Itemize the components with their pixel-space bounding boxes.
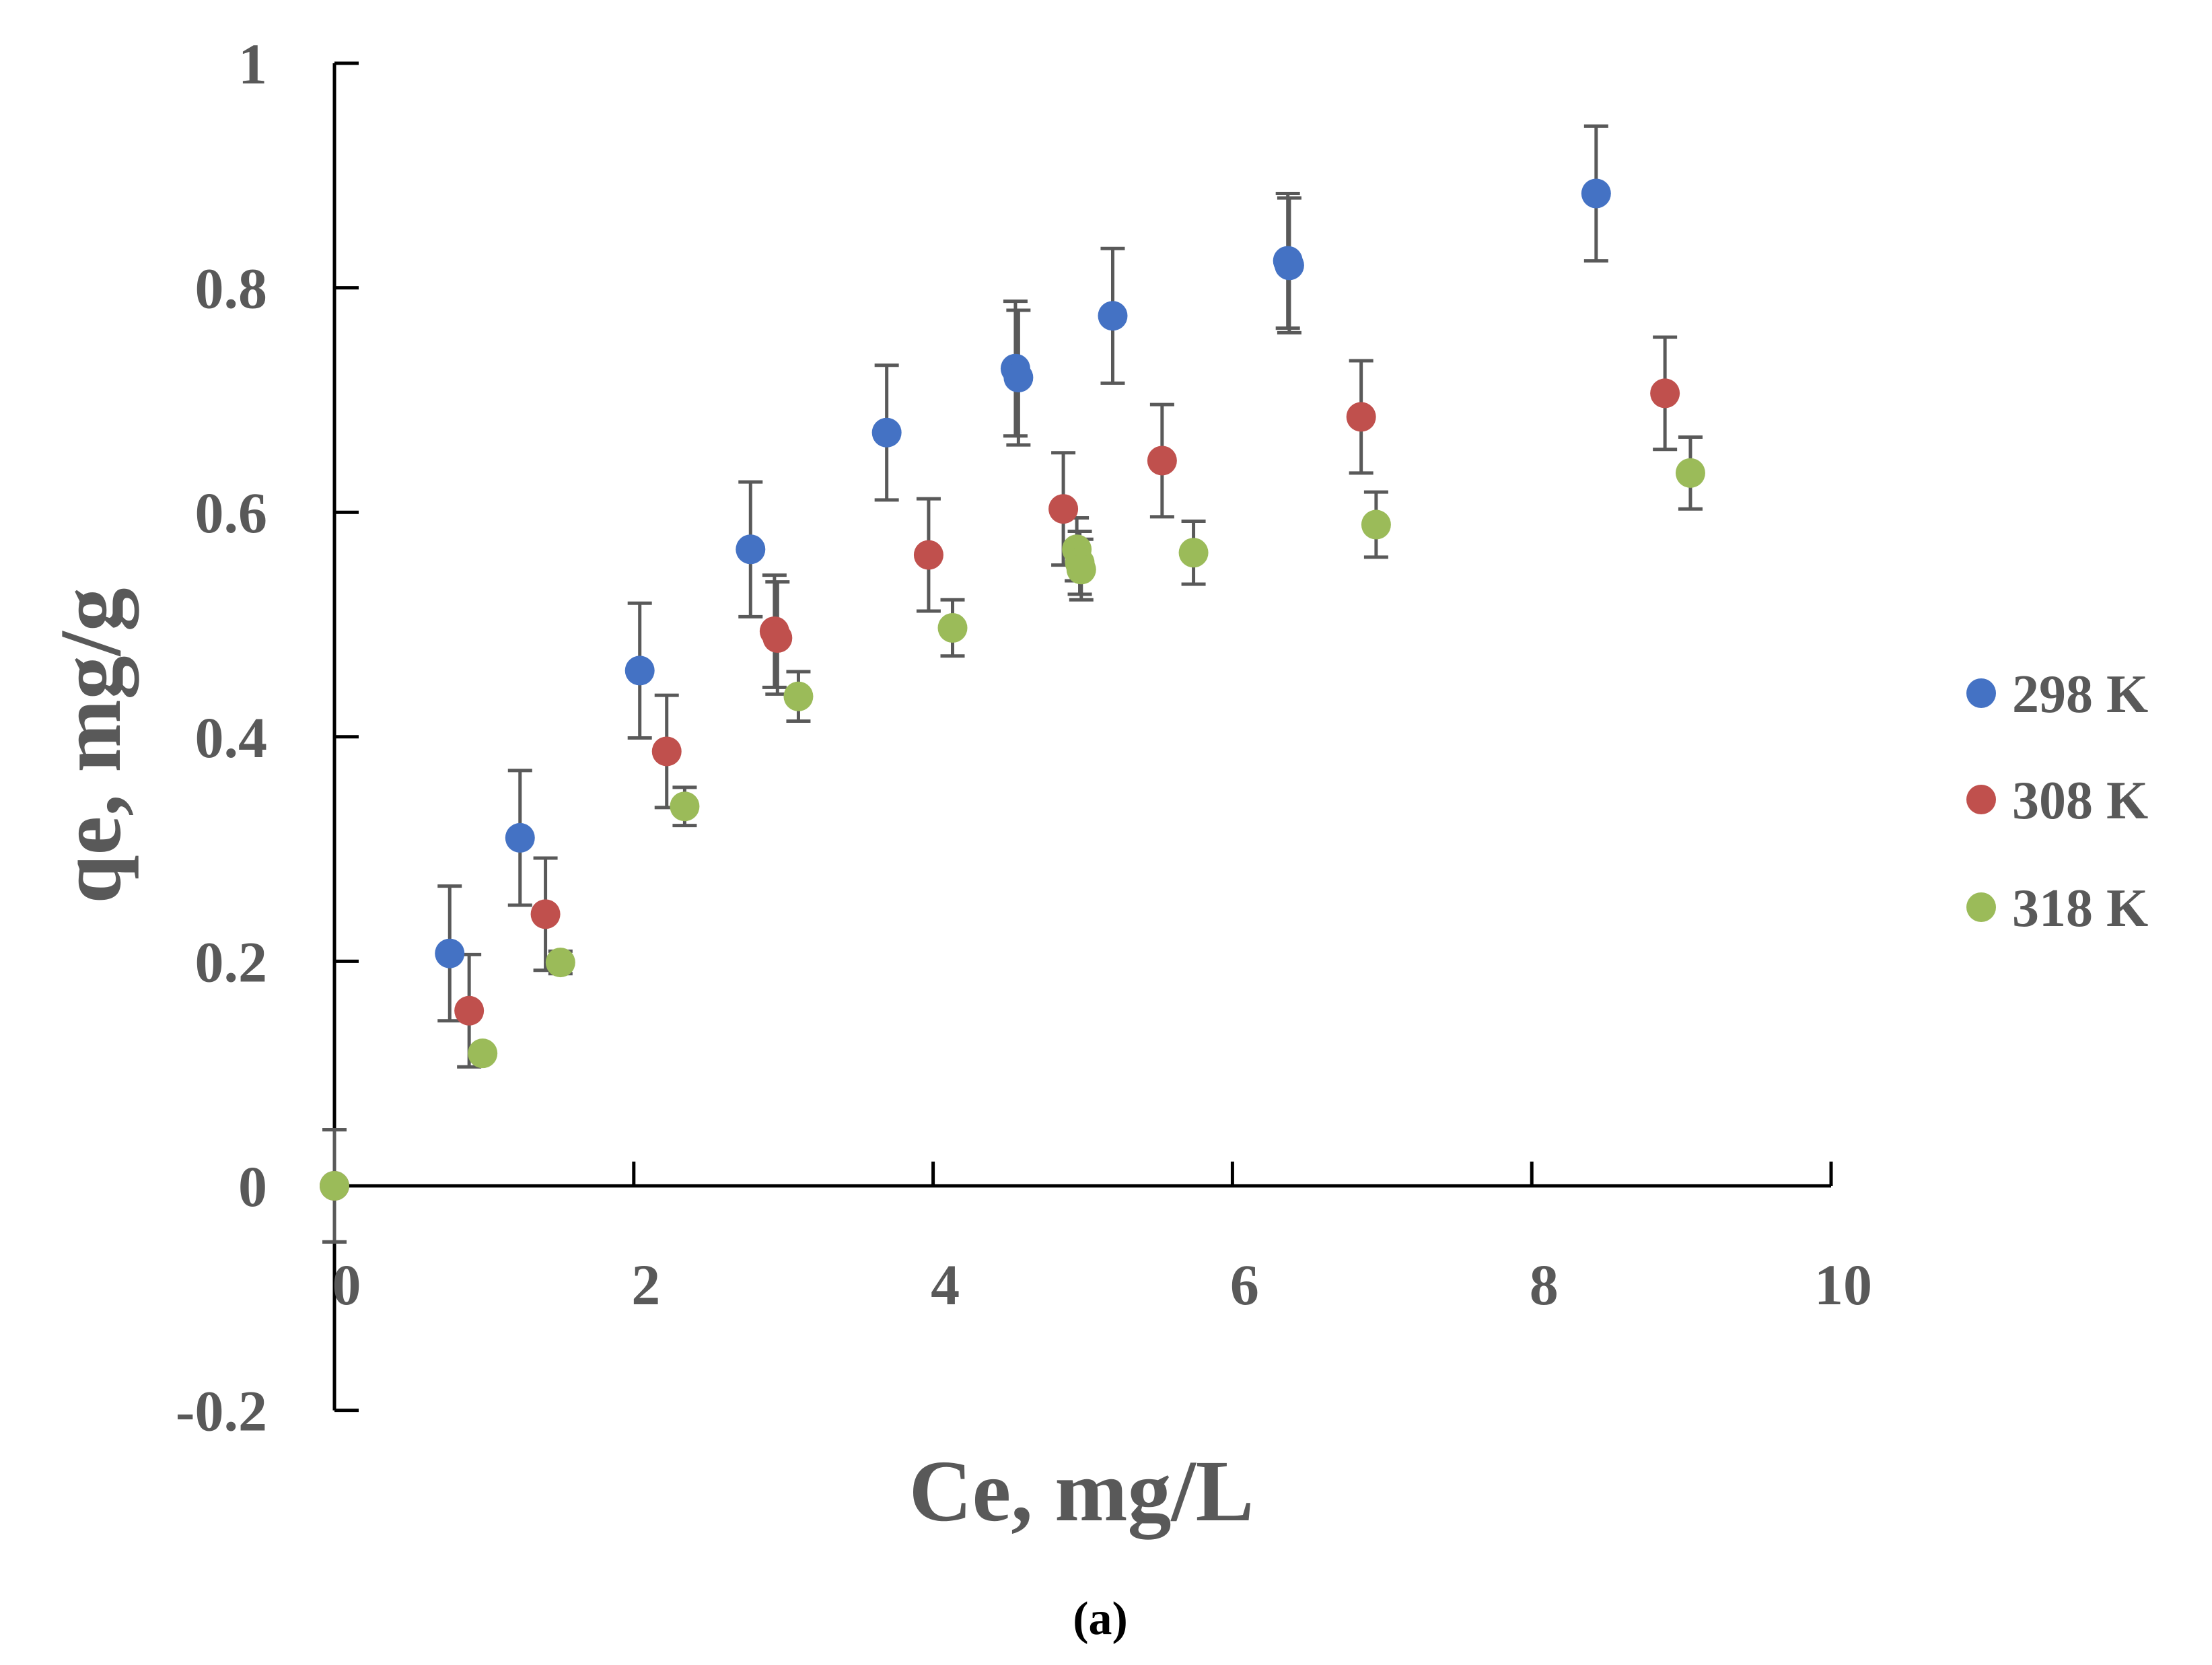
data-point-318-k bbox=[670, 791, 700, 822]
data-point-318-k bbox=[783, 681, 814, 711]
x-tick-label: 2 bbox=[631, 1252, 660, 1317]
x-tick-label: 0 bbox=[332, 1252, 361, 1317]
data-point-298-k bbox=[871, 417, 902, 448]
legend-label: 318 K bbox=[2012, 879, 2148, 938]
data-point-298-k bbox=[736, 534, 766, 565]
data-point-318-k bbox=[320, 1171, 349, 1201]
data-point-308-k bbox=[1048, 494, 1079, 524]
y-tick-label: 1 bbox=[238, 32, 267, 96]
data-point-318-k bbox=[1178, 538, 1209, 568]
data-point-318-k bbox=[1361, 509, 1391, 540]
x-axis-title: Ce, mg/L bbox=[909, 1443, 1254, 1540]
data-point-318-k bbox=[545, 948, 575, 978]
data-point-298-k bbox=[1581, 178, 1611, 209]
data-point-298-k bbox=[435, 938, 465, 968]
x-tick-label: 8 bbox=[1530, 1252, 1559, 1317]
y-tick-label: 0.8 bbox=[195, 256, 268, 321]
data-point-298-k bbox=[1003, 363, 1034, 393]
data-point-298-k bbox=[1274, 250, 1304, 281]
x-tick-label: 10 bbox=[1814, 1252, 1872, 1317]
legend-item: 308 K bbox=[1966, 771, 2148, 830]
x-tick-label: 6 bbox=[1230, 1252, 1259, 1317]
legend-marker bbox=[1966, 785, 1996, 814]
legend-item: 298 K bbox=[1966, 665, 2148, 724]
y-tick-label: 0.6 bbox=[195, 481, 268, 545]
data-point-308-k bbox=[651, 736, 682, 767]
data-point-308-k bbox=[1346, 402, 1376, 432]
data-point-308-k bbox=[1147, 446, 1177, 476]
error-bars bbox=[322, 124, 1703, 1244]
y-tick-label: 0.2 bbox=[195, 929, 268, 994]
y-axis-title: qe, mg/g bbox=[42, 588, 139, 903]
data-point-298-k bbox=[505, 822, 535, 853]
data-points bbox=[320, 178, 1705, 1201]
data-point-318-k bbox=[1675, 458, 1705, 488]
legend-marker bbox=[1966, 892, 1996, 922]
data-point-308-k bbox=[454, 995, 485, 1026]
y-tick-label: 0 bbox=[238, 1154, 267, 1219]
data-point-318-k bbox=[1066, 555, 1096, 585]
data-point-298-k bbox=[1098, 301, 1128, 331]
legend-item: 318 K bbox=[1966, 879, 2148, 938]
data-point-318-k bbox=[468, 1038, 498, 1069]
legend-label: 298 K bbox=[2012, 665, 2148, 724]
data-point-308-k bbox=[530, 899, 561, 929]
figure-caption: (a) bbox=[1073, 1593, 1128, 1645]
data-point-298-k bbox=[625, 656, 655, 686]
axes: -0.200.20.40.60.810 2 4 6 8 10 bbox=[176, 32, 1872, 1444]
y-tick-label: 0.4 bbox=[195, 705, 268, 770]
data-point-308-k bbox=[913, 540, 943, 570]
legend-label: 308 K bbox=[2012, 771, 2148, 830]
legend: 298 K 308 K 318 K bbox=[1966, 665, 2148, 938]
x-tick-label: 4 bbox=[931, 1252, 960, 1317]
y-tick-label: -0.2 bbox=[176, 1379, 267, 1444]
data-point-318-k bbox=[937, 613, 968, 643]
data-point-308-k bbox=[762, 623, 793, 653]
legend-marker bbox=[1966, 678, 1996, 708]
data-point-308-k bbox=[1650, 378, 1680, 409]
